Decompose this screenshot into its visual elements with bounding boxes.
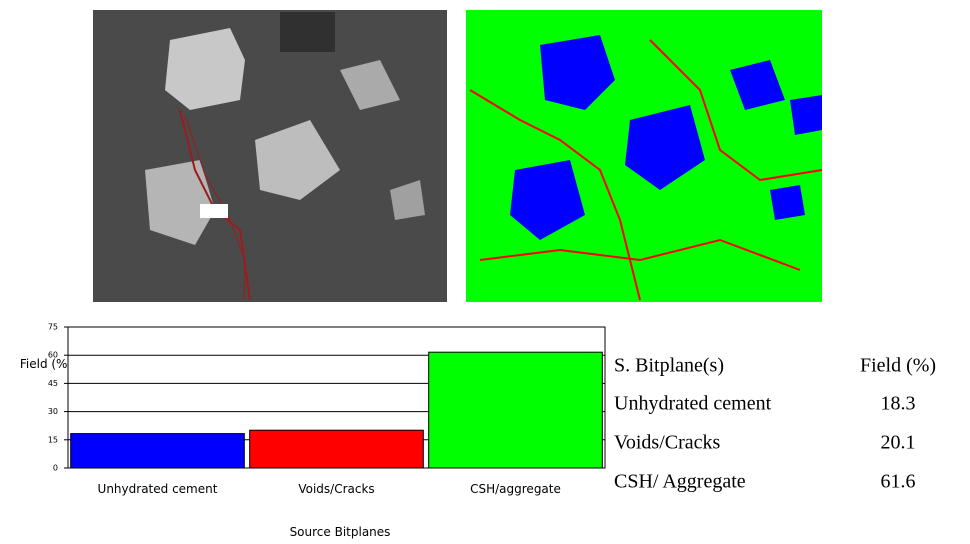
row-label: CSH/ Aggregate	[614, 471, 746, 493]
x-tick-label: CSH/aggregate	[470, 482, 561, 496]
y-axis-title: Field (%)	[20, 357, 72, 371]
x-axis-title: Source Bitplanes	[290, 525, 391, 539]
row-value: 20.1	[881, 432, 916, 454]
x-tick-label: Unhydrated cement	[98, 482, 218, 496]
y-tick-label: 75	[48, 323, 58, 332]
bar	[71, 434, 245, 468]
bar	[429, 352, 603, 468]
table-header: S. Bitplane(s)	[614, 355, 724, 377]
table-header: Field (%)	[860, 355, 936, 377]
y-tick-label: 45	[48, 379, 58, 388]
y-tick-label: 0	[53, 464, 58, 473]
row-value: 61.6	[881, 471, 916, 493]
figure: Source Bitplanes Field (%) S. Bitplane(s…	[0, 0, 970, 544]
row-value: 18.3	[881, 393, 916, 415]
segmented-image	[466, 10, 822, 302]
row-label: Voids/Cracks	[614, 432, 721, 454]
x-tick-label: Voids/Cracks	[298, 482, 374, 496]
y-tick-label: 60	[48, 351, 58, 360]
bar	[250, 430, 424, 468]
row-label: Unhydrated cement	[614, 393, 772, 415]
y-tick-label: 30	[48, 407, 58, 416]
y-tick-label: 15	[48, 435, 58, 444]
table: S. Bitplane(s) Field (%) Unhydrated ceme…	[614, 355, 936, 493]
sem-image	[93, 10, 447, 302]
